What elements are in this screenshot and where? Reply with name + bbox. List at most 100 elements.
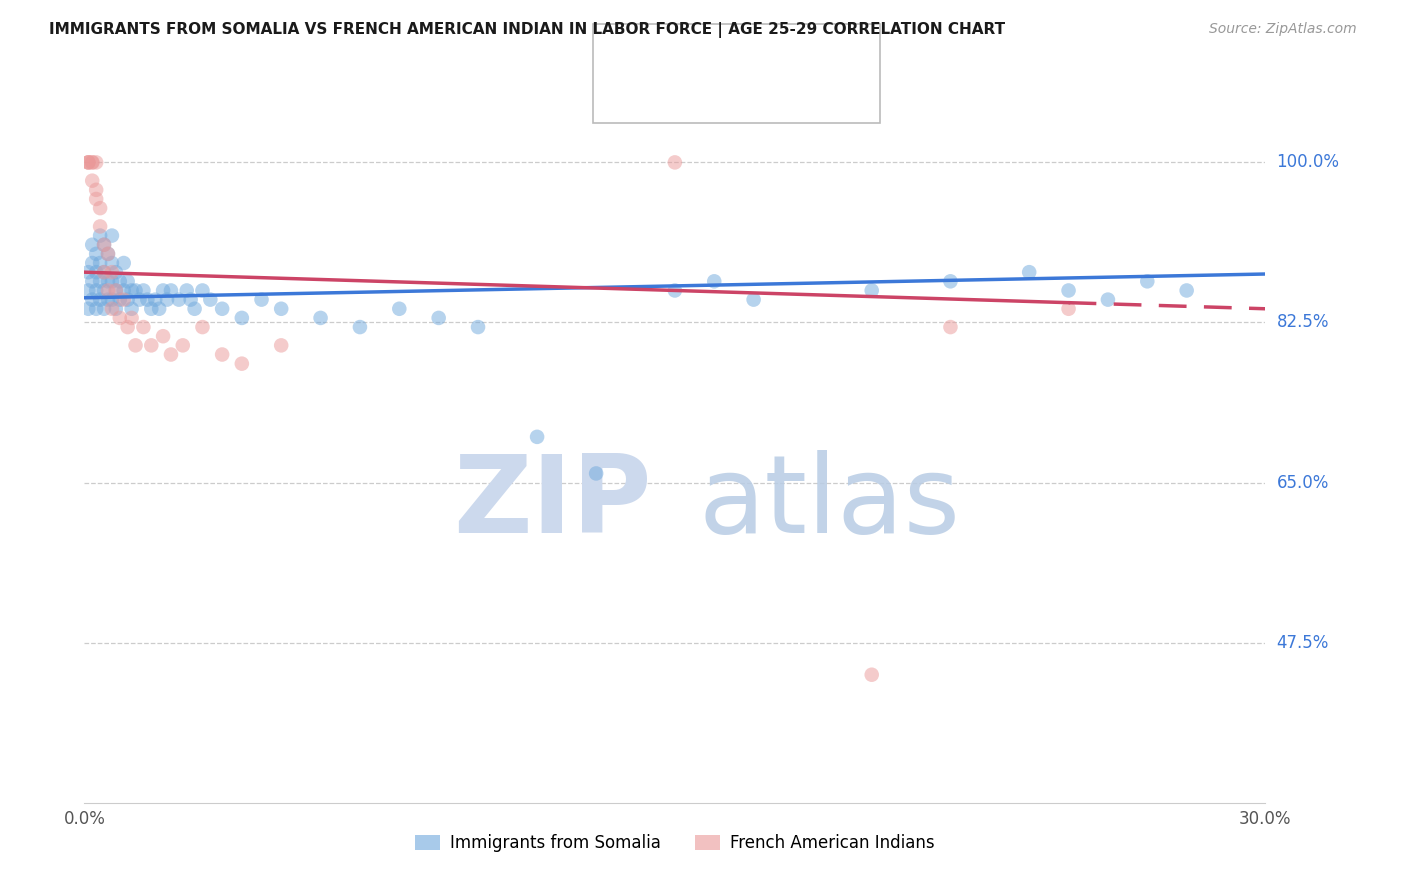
- FancyBboxPatch shape: [593, 24, 880, 123]
- French American Indians: [141, 338, 163, 352]
- Immigrants from Somalia: [1175, 284, 1198, 298]
- French American Indians: [152, 329, 174, 343]
- French American Indians: [664, 155, 686, 169]
- Bar: [602, 35, 641, 63]
- Immigrants from Somalia: [108, 274, 131, 288]
- Text: IMMIGRANTS FROM SOMALIA VS FRENCH AMERICAN INDIAN IN LABOR FORCE | AGE 25-29 COR: IMMIGRANTS FROM SOMALIA VS FRENCH AMERIC…: [49, 22, 1005, 38]
- Immigrants from Somalia: [526, 430, 548, 444]
- Immigrants from Somalia: [156, 293, 179, 307]
- Text: Source: ZipAtlas.com: Source: ZipAtlas.com: [1209, 22, 1357, 37]
- Immigrants from Somalia: [191, 284, 214, 298]
- Text: atlas: atlas: [699, 450, 960, 556]
- French American Indians: [117, 320, 139, 334]
- French American Indians: [89, 219, 111, 234]
- Immigrants from Somalia: [132, 284, 155, 298]
- Text: 65.0%: 65.0%: [1277, 474, 1329, 491]
- French American Indians: [191, 320, 214, 334]
- Immigrants from Somalia: [84, 301, 107, 316]
- French American Indians: [101, 301, 124, 316]
- Immigrants from Somalia: [93, 284, 115, 298]
- Text: N = 74: N = 74: [792, 40, 859, 58]
- Bar: [602, 81, 641, 110]
- French American Indians: [211, 347, 233, 361]
- French American Indians: [84, 155, 107, 169]
- French American Indians: [77, 155, 100, 169]
- Immigrants from Somalia: [1136, 274, 1159, 288]
- Immigrants from Somalia: [121, 284, 143, 298]
- Immigrants from Somalia: [101, 293, 124, 307]
- Immigrants from Somalia: [176, 284, 198, 298]
- Text: 0.071: 0.071: [703, 40, 766, 58]
- Immigrants from Somalia: [82, 293, 104, 307]
- French American Indians: [112, 293, 135, 307]
- Immigrants from Somalia: [270, 301, 292, 316]
- French American Indians: [104, 284, 127, 298]
- French American Indians: [270, 338, 292, 352]
- Immigrants from Somalia: [82, 237, 104, 252]
- Immigrants from Somalia: [89, 256, 111, 270]
- French American Indians: [860, 667, 883, 681]
- Immigrants from Somalia: [143, 293, 166, 307]
- Text: 100.0%: 100.0%: [1277, 153, 1340, 171]
- Immigrants from Somalia: [89, 228, 111, 243]
- Immigrants from Somalia: [89, 293, 111, 307]
- Text: R =: R =: [652, 87, 692, 104]
- Immigrants from Somalia: [742, 293, 765, 307]
- Immigrants from Somalia: [117, 293, 139, 307]
- Immigrants from Somalia: [112, 284, 135, 298]
- Immigrants from Somalia: [93, 301, 115, 316]
- Immigrants from Somalia: [101, 256, 124, 270]
- Text: 47.5%: 47.5%: [1277, 633, 1329, 652]
- Immigrants from Somalia: [200, 293, 222, 307]
- Immigrants from Somalia: [77, 301, 100, 316]
- French American Indians: [84, 192, 107, 206]
- Immigrants from Somalia: [183, 301, 205, 316]
- Immigrants from Somalia: [97, 274, 120, 288]
- French American Indians: [82, 155, 104, 169]
- Immigrants from Somalia: [167, 293, 190, 307]
- Immigrants from Somalia: [388, 301, 411, 316]
- French American Indians: [108, 310, 131, 325]
- French American Indians: [82, 174, 104, 188]
- Immigrants from Somalia: [117, 274, 139, 288]
- Immigrants from Somalia: [585, 467, 607, 481]
- Immigrants from Somalia: [104, 301, 127, 316]
- Immigrants from Somalia: [101, 228, 124, 243]
- Immigrants from Somalia: [1097, 293, 1119, 307]
- Immigrants from Somalia: [97, 247, 120, 261]
- Immigrants from Somalia: [84, 265, 107, 279]
- Immigrants from Somalia: [1018, 265, 1040, 279]
- Immigrants from Somalia: [77, 265, 100, 279]
- Immigrants from Somalia: [104, 284, 127, 298]
- Immigrants from Somalia: [89, 274, 111, 288]
- Immigrants from Somalia: [84, 247, 107, 261]
- Immigrants from Somalia: [427, 310, 450, 325]
- Immigrants from Somalia: [231, 310, 253, 325]
- Immigrants from Somalia: [860, 284, 883, 298]
- French American Indians: [101, 265, 124, 279]
- Immigrants from Somalia: [101, 274, 124, 288]
- Immigrants from Somalia: [128, 293, 150, 307]
- Immigrants from Somalia: [141, 301, 163, 316]
- Immigrants from Somalia: [104, 265, 127, 279]
- Immigrants from Somalia: [703, 274, 725, 288]
- Immigrants from Somalia: [250, 293, 273, 307]
- French American Indians: [121, 310, 143, 325]
- Immigrants from Somalia: [77, 284, 100, 298]
- Immigrants from Somalia: [84, 284, 107, 298]
- Immigrants from Somalia: [136, 293, 159, 307]
- Immigrants from Somalia: [124, 284, 146, 298]
- French American Indians: [132, 320, 155, 334]
- French American Indians: [97, 284, 120, 298]
- Immigrants from Somalia: [349, 320, 371, 334]
- Immigrants from Somalia: [148, 301, 170, 316]
- French American Indians: [77, 155, 100, 169]
- Text: ZIP: ZIP: [453, 450, 651, 556]
- Text: 82.5%: 82.5%: [1277, 313, 1329, 332]
- Immigrants from Somalia: [121, 301, 143, 316]
- French American Indians: [231, 357, 253, 371]
- Immigrants from Somalia: [112, 256, 135, 270]
- French American Indians: [124, 338, 146, 352]
- Text: -0.071: -0.071: [703, 87, 768, 104]
- Immigrants from Somalia: [108, 293, 131, 307]
